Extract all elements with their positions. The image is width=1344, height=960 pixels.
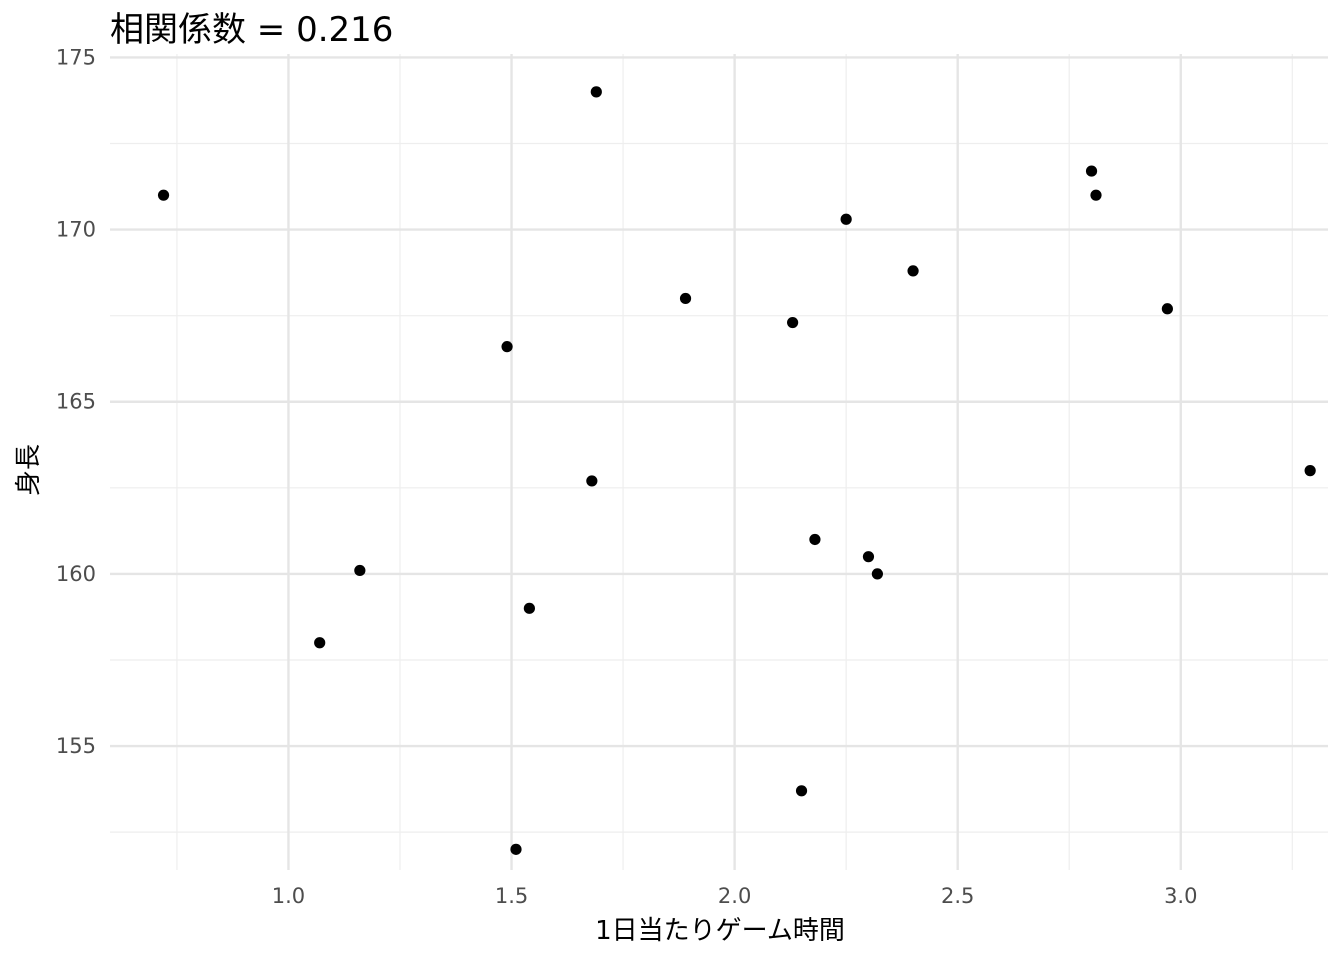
- y-axis-ticks: 155 160 165 170 175: [56, 45, 96, 758]
- data-points: [157, 86, 1316, 855]
- x-axis-ticks: 1.0 1.5 2.0 2.5 3.0: [272, 884, 1198, 908]
- data-point: [590, 86, 602, 98]
- data-point: [501, 341, 513, 353]
- data-point: [586, 475, 598, 487]
- data-point: [907, 265, 919, 277]
- data-point: [862, 551, 875, 563]
- data-point: [1090, 189, 1102, 201]
- y-axis-label: 身長: [14, 444, 44, 496]
- chart-title: 相関係数 = 0.216: [110, 10, 393, 50]
- data-point: [510, 843, 522, 855]
- x-tick-label: 3.0: [1164, 884, 1197, 908]
- data-point: [1085, 165, 1098, 177]
- x-axis-label: 1日当たりゲーム時間: [595, 916, 845, 946]
- y-tick-label: 165: [56, 390, 96, 414]
- x-tick-label: 1.5: [495, 884, 528, 908]
- y-tick-label: 160: [56, 562, 96, 586]
- y-tick-label: 175: [56, 45, 96, 69]
- data-point: [1161, 303, 1173, 315]
- major-gridlines: [110, 54, 1328, 870]
- data-point: [795, 785, 808, 797]
- data-point: [523, 602, 535, 614]
- data-point: [157, 189, 170, 201]
- y-tick-label: 155: [56, 734, 96, 758]
- data-point: [809, 533, 821, 546]
- minor-gridlines: [110, 54, 1328, 870]
- data-point: [314, 637, 326, 649]
- x-tick-label: 2.5: [941, 884, 974, 908]
- data-point: [354, 564, 366, 577]
- data-point: [679, 292, 692, 305]
- x-tick-label: 1.0: [272, 884, 305, 908]
- data-point: [871, 568, 883, 580]
- data-point: [840, 213, 852, 225]
- x-tick-label: 2.0: [718, 884, 751, 908]
- y-tick-label: 170: [56, 218, 96, 242]
- data-point: [787, 316, 799, 329]
- data-point: [1304, 465, 1316, 477]
